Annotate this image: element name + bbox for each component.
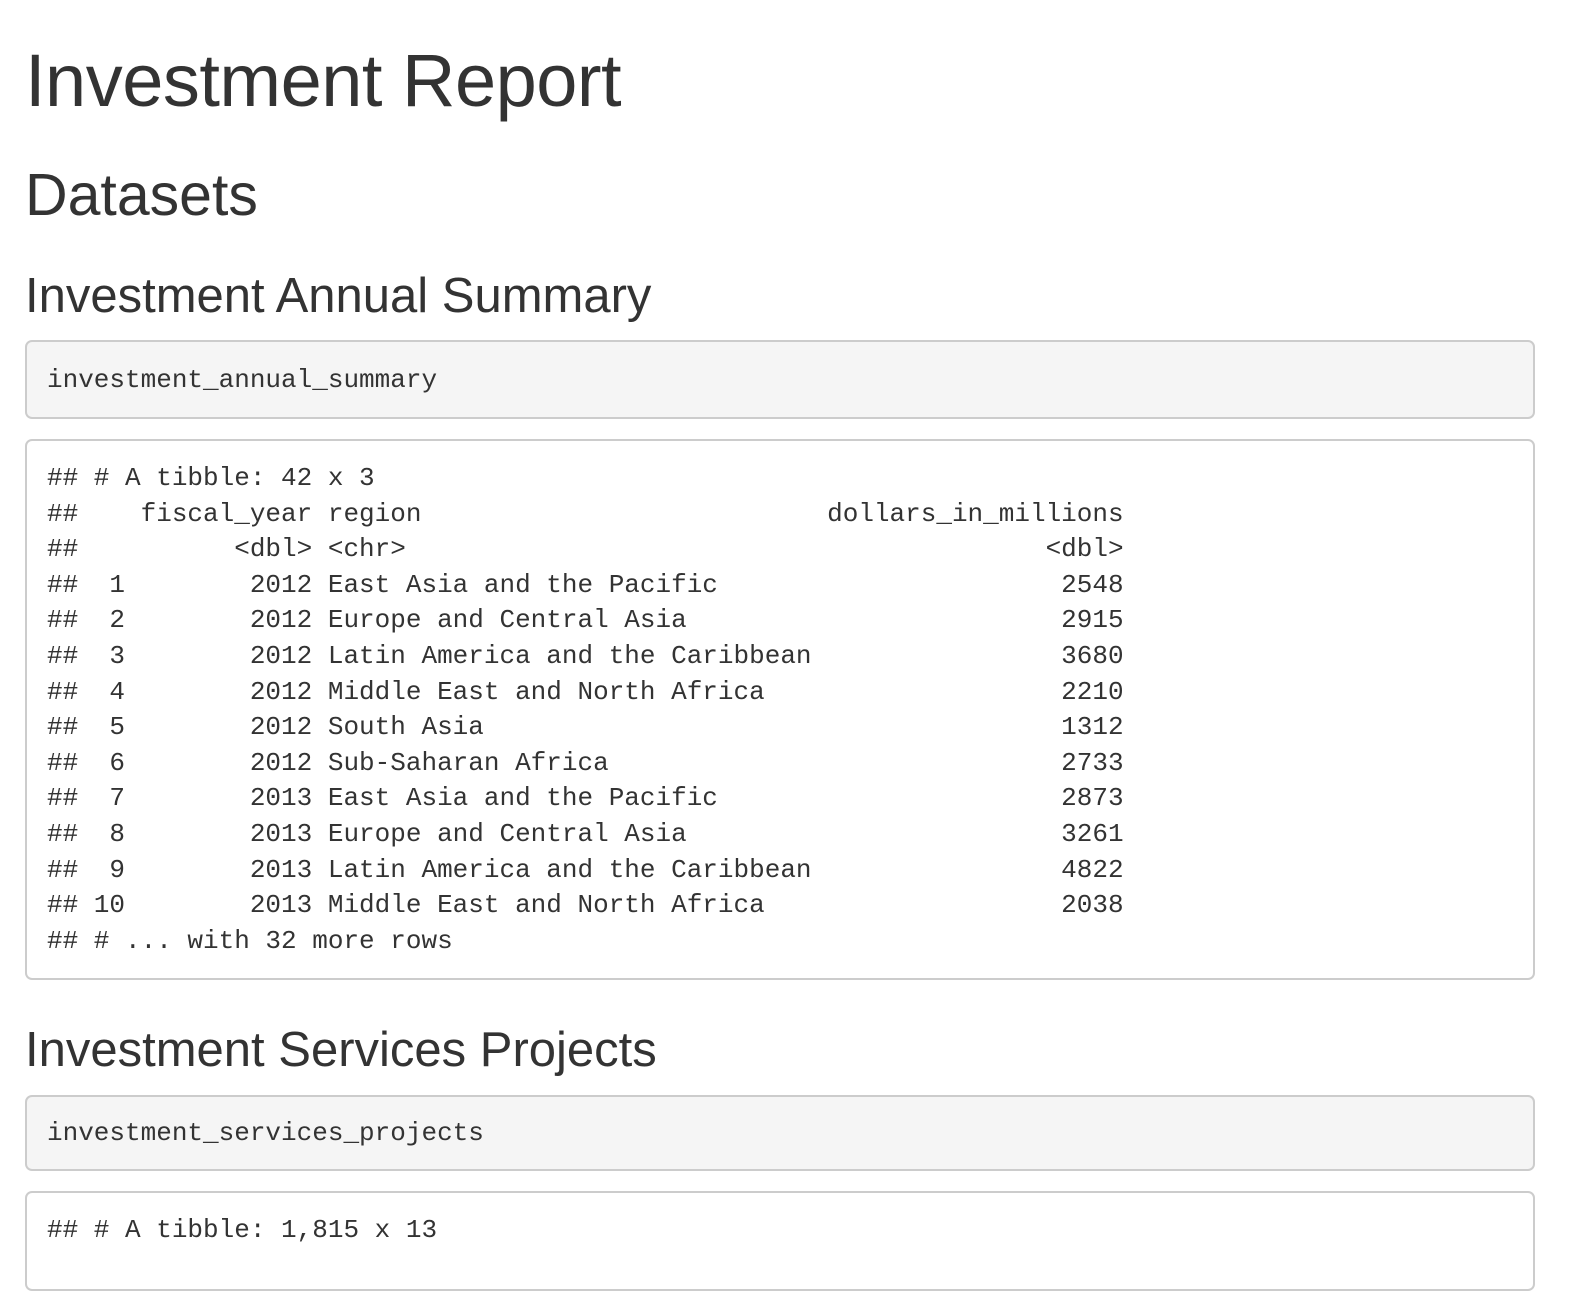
section-heading-datasets: Datasets (25, 162, 258, 228)
output-line: ## 4 2012 Middle East and North Africa 2… (47, 676, 1124, 707)
output-chunk-services-projects: ## # A tibble: 1,815 x 13 (25, 1191, 1535, 1291)
subsection-heading-annual-summary: Investment Annual Summary (25, 269, 652, 323)
output-line: ## 9 2013 Latin America and the Caribbea… (47, 854, 1124, 885)
code-text: investment_services_projects (47, 1118, 484, 1148)
output-line: ## <dbl> <chr> <dbl> (47, 534, 1124, 565)
page-title: Investment Report (25, 39, 622, 122)
output-line: ## 7 2013 East Asia and the Pacific 2873 (47, 783, 1124, 814)
output-line: ## 3 2012 Latin America and the Caribbea… (47, 640, 1124, 671)
output-chunk-annual-summary: ## # A tibble: 42 x 3 ## fiscal_year reg… (25, 439, 1535, 980)
output-line: ## 6 2012 Sub-Saharan Africa 2733 (47, 747, 1124, 778)
output-line: ## # A tibble: 1,815 x 13 (47, 1215, 438, 1245)
output-line: ## # ... with 32 more rows (47, 925, 453, 956)
output-line: ## # A tibble: 42 x 3 (47, 463, 375, 493)
output-line: ## fiscal_year region dollars_in_million… (47, 498, 1124, 529)
output-line: ## 8 2013 Europe and Central Asia 3261 (47, 818, 1124, 849)
output-line: ## 2 2012 Europe and Central Asia 2915 (47, 605, 1124, 636)
subsection-heading-services-projects: Investment Services Projects (25, 1023, 657, 1077)
code-chunk-annual-summary: investment_annual_summary (25, 340, 1535, 419)
code-chunk-services-projects: investment_services_projects (25, 1095, 1535, 1171)
output-line: ## 5 2012 South Asia 1312 (47, 712, 1124, 743)
output-line: ## 10 2013 Middle East and North Africa … (47, 890, 1124, 921)
code-text: investment_annual_summary (47, 364, 438, 395)
output-line: ## 1 2012 East Asia and the Pacific 2548 (47, 569, 1124, 600)
